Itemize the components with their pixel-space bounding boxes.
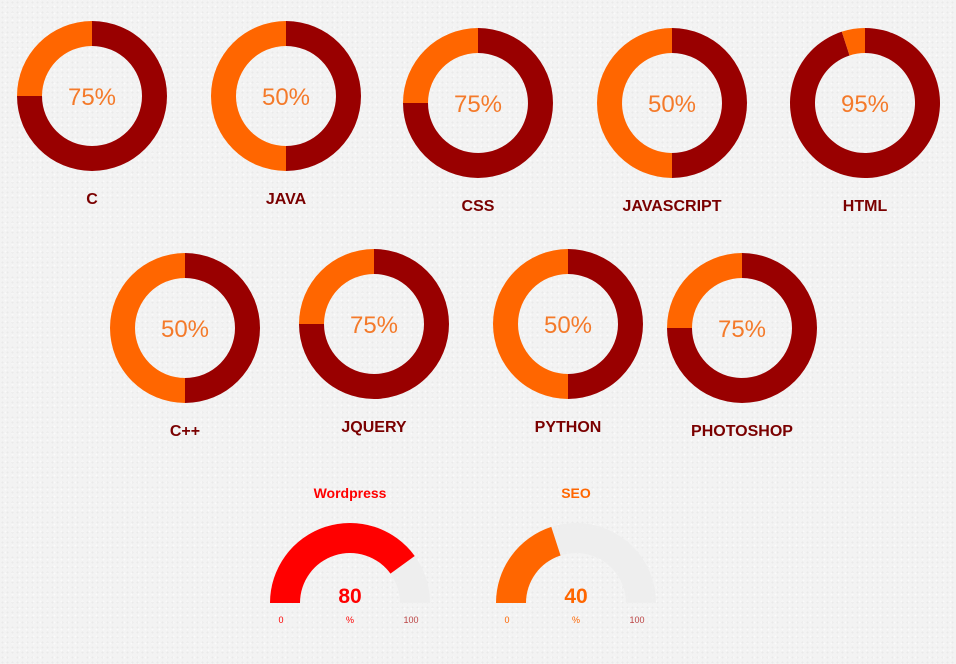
- donut-remaining-slice: [493, 249, 568, 399]
- skill-label-java: JAVA: [265, 191, 307, 208]
- gauge-min-label: 0: [504, 615, 510, 625]
- skill-label-css: CSS: [461, 198, 495, 215]
- skill-label-photoshop: PHOTOSHOP: [691, 423, 793, 440]
- donut-ring: [667, 253, 817, 403]
- donut-value-slice: [672, 28, 747, 178]
- gauge-arc: [496, 523, 656, 603]
- donut-ring: [403, 28, 553, 178]
- skill-label-cpp: C++: [169, 423, 201, 440]
- donut-java: 50%: [211, 21, 361, 171]
- skill-label-c: C: [86, 191, 98, 208]
- donut-ring: [790, 28, 940, 178]
- donut-remaining-slice: [211, 21, 286, 171]
- donut-ring: [211, 21, 361, 171]
- donut-value-slice: [790, 28, 940, 178]
- donut-value-slice: [403, 28, 553, 178]
- donut-ring: [597, 28, 747, 178]
- gauge-wordpress: Wordpress 80 0 % 100: [260, 485, 440, 625]
- skill-label-python: PYTHON: [534, 419, 602, 436]
- gauge-fill: [496, 526, 561, 603]
- donut-html: 95%: [790, 28, 940, 178]
- donut-css: 75%: [403, 28, 553, 178]
- donut-value-slice: [286, 21, 361, 171]
- donut-value-slice: [17, 21, 167, 171]
- donut-photoshop: 75%: [667, 253, 817, 403]
- donut-remaining-slice: [403, 28, 478, 103]
- donut-remaining-slice: [17, 21, 92, 96]
- donut-remaining-slice: [299, 249, 374, 324]
- donut-percent: 75%: [717, 316, 767, 343]
- gauge-title: Wordpress: [313, 485, 387, 501]
- donut-ring: [493, 249, 643, 399]
- donut-percent: 95%: [840, 91, 890, 118]
- skill-label-html: HTML: [842, 198, 888, 215]
- donut-jquery: 75%: [299, 249, 449, 399]
- gauge-seo: SEO 40 0 % 100: [486, 485, 666, 625]
- donut-c: 75%: [17, 21, 167, 171]
- donut-remaining-slice: [597, 28, 672, 178]
- donut-remaining-slice: [667, 253, 742, 328]
- donut-percent: 50%: [543, 312, 593, 339]
- donut-remaining-slice: [841, 28, 865, 56]
- gauge-max-label: 100: [629, 615, 645, 625]
- donut-percent: 50%: [261, 84, 311, 111]
- donut-ring: [17, 21, 167, 171]
- donut-remaining-slice: [110, 253, 185, 403]
- gauge-arc: [270, 523, 430, 603]
- gauge-max-label: 100: [403, 615, 419, 625]
- donut-percent: 75%: [349, 312, 399, 339]
- gauge-value: 40: [564, 585, 588, 608]
- donut-value-slice: [299, 249, 449, 399]
- skill-label-jquery: JQUERY: [341, 419, 407, 436]
- donut-value-slice: [667, 253, 817, 403]
- donut-percent: 50%: [160, 316, 210, 343]
- donut-cpp: 50%: [110, 253, 260, 403]
- donut-value-slice: [568, 249, 643, 399]
- donut-value-slice: [185, 253, 260, 403]
- skill-label-javascript: JAVASCRIPT: [622, 198, 722, 215]
- gauge-value: 80: [338, 585, 362, 608]
- gauge-title: SEO: [561, 485, 591, 501]
- gauge-unit: %: [571, 615, 580, 625]
- donut-percent: 75%: [67, 84, 117, 111]
- gauge-min-label: 0: [278, 615, 284, 625]
- donut-percent: 50%: [647, 91, 697, 118]
- donut-percent: 75%: [453, 91, 503, 118]
- gauge-unit: %: [345, 615, 354, 625]
- donut-javascript: 50%: [597, 28, 747, 178]
- donut-ring: [110, 253, 260, 403]
- gauge-fill: [270, 523, 415, 603]
- donut-ring: [299, 249, 449, 399]
- donut-python: 50%: [493, 249, 643, 399]
